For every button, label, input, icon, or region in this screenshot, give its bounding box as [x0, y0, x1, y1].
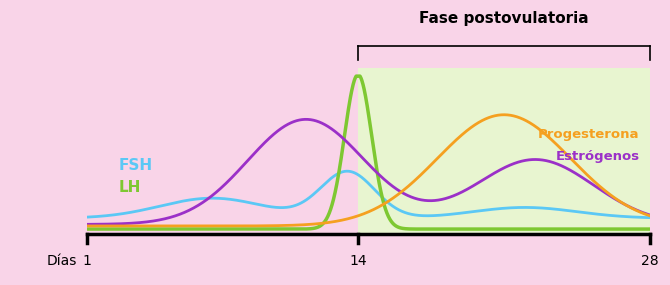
- Text: 28: 28: [641, 254, 659, 268]
- Text: Fase postovulatoria: Fase postovulatoria: [419, 11, 589, 27]
- Text: Progesterona: Progesterona: [538, 128, 639, 141]
- Text: Estrógenos: Estrógenos: [555, 150, 639, 163]
- Text: FSH: FSH: [119, 158, 153, 173]
- Text: LH: LH: [119, 180, 141, 195]
- Text: 1: 1: [82, 254, 92, 268]
- Text: Días: Días: [46, 254, 76, 268]
- Text: 14: 14: [349, 254, 367, 268]
- Bar: [358, 68, 650, 234]
